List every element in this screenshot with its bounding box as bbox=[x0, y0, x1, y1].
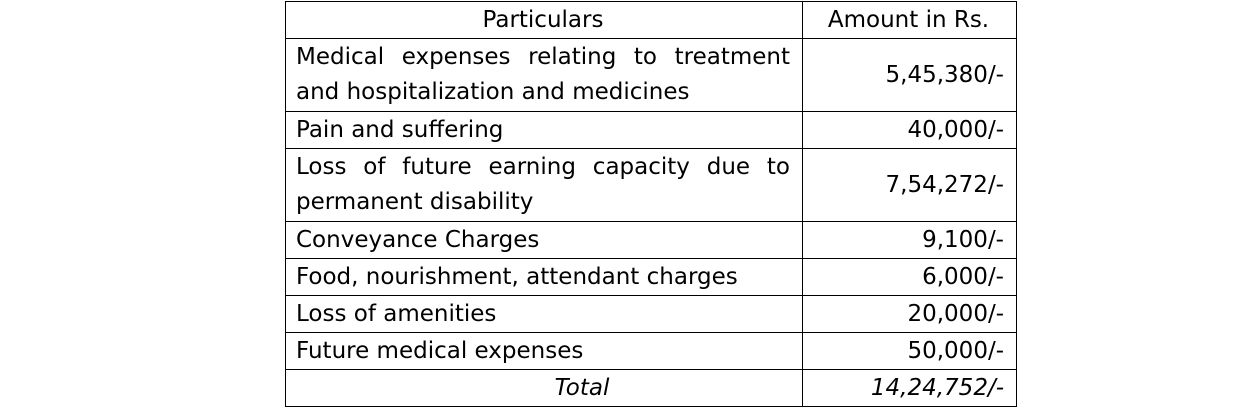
table-row: Conveyance Charges 9,100/- bbox=[285, 221, 1017, 259]
row-particulars: Loss of amenities bbox=[285, 295, 803, 333]
row-particulars: Pain and suffering bbox=[285, 111, 803, 149]
row-amount: 5,45,380/- bbox=[802, 38, 1017, 112]
total-label: Total bbox=[285, 369, 803, 407]
row-particulars: Medical expenses relating to treatment a… bbox=[285, 38, 803, 112]
row-particulars: Food, nourishment, attendant charges bbox=[285, 258, 803, 296]
table-row: Pain and suffering 40,000/- bbox=[285, 111, 1017, 149]
table-row: Future medical expenses 50,000/- bbox=[285, 332, 1017, 370]
row-amount: 6,000/- bbox=[802, 258, 1017, 296]
row-amount: 50,000/- bbox=[802, 332, 1017, 370]
table-row: Loss of amenities 20,000/- bbox=[285, 295, 1017, 333]
row-amount: 20,000/- bbox=[802, 295, 1017, 333]
row-particulars: Conveyance Charges bbox=[285, 221, 803, 259]
total-row: Total 14,24,752/- bbox=[285, 369, 1017, 407]
compensation-table: Particulars Amount in Rs. Medical expens… bbox=[285, 1, 1017, 407]
row-amount: 40,000/- bbox=[802, 111, 1017, 149]
table-header-row: Particulars Amount in Rs. bbox=[285, 1, 1017, 39]
row-particulars: Loss of future earning capacity due to p… bbox=[285, 148, 803, 222]
header-amount: Amount in Rs. bbox=[802, 1, 1017, 39]
table-row: Medical expenses relating to treatment a… bbox=[285, 38, 1017, 112]
table-row: Loss of future earning capacity due to p… bbox=[285, 148, 1017, 222]
row-particulars: Future medical expenses bbox=[285, 332, 803, 370]
total-amount: 14,24,752/- bbox=[802, 369, 1017, 407]
row-amount: 7,54,272/- bbox=[802, 148, 1017, 222]
row-amount: 9,100/- bbox=[802, 221, 1017, 259]
table-row: Food, nourishment, attendant charges 6,0… bbox=[285, 258, 1017, 296]
header-particulars: Particulars bbox=[285, 1, 803, 39]
